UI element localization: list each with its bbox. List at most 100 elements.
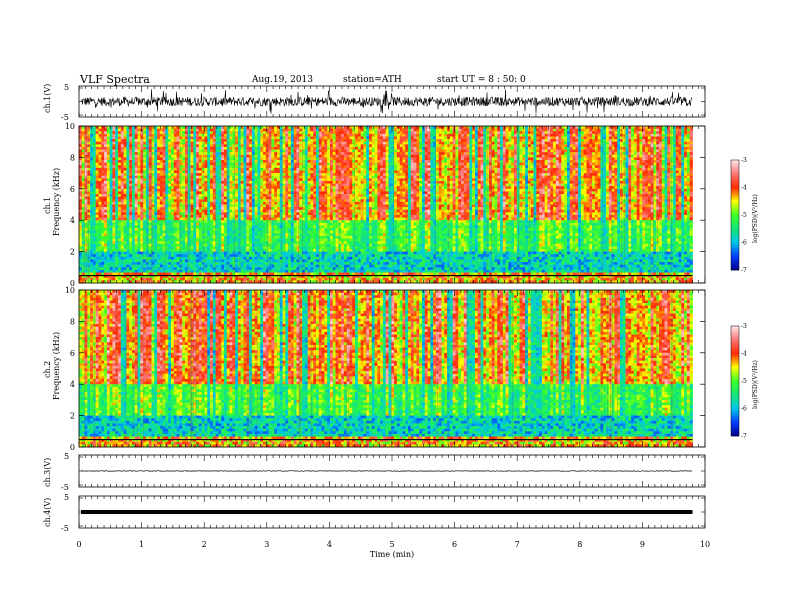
spectrogram-cell (84, 220, 88, 224)
spectrogram-cell (184, 131, 189, 135)
spectrogram-cell (290, 209, 295, 213)
spectrogram-cell (84, 191, 88, 195)
spectrogram-cell (143, 233, 147, 237)
spectrogram-cell (212, 272, 217, 276)
spectrogram-cell (95, 275, 99, 279)
spectrogram-cell (302, 191, 306, 195)
spectrogram-cell (299, 170, 303, 174)
spectrogram-cell (126, 233, 130, 237)
spectrogram-cell (240, 201, 244, 205)
spectrogram-cell (112, 264, 116, 268)
spectrogram-cell (307, 139, 311, 143)
spectrogram-cell (151, 128, 155, 132)
spectrogram-cell (109, 251, 113, 255)
spectrogram-cell (176, 165, 180, 169)
spectrogram-cell (140, 126, 144, 130)
spectrogram-cell (162, 209, 166, 213)
spectrogram-cell (126, 162, 130, 166)
spectrogram-cell (137, 154, 141, 158)
spectrogram-cell (282, 220, 286, 224)
spectrogram-cell (162, 152, 166, 156)
spectrogram-cell (123, 162, 127, 166)
spectrogram-cell (249, 272, 253, 276)
spectrogram-cell (81, 209, 85, 213)
spectrogram-cell (171, 183, 175, 187)
spectrogram-cell (212, 235, 217, 239)
spectrogram-cell (282, 217, 286, 221)
spectrogram-cell (302, 228, 306, 232)
spectrogram-cell (176, 194, 180, 198)
spectrogram-cell (140, 133, 144, 137)
spectrogram-cell (249, 225, 253, 229)
spectrogram-cell (193, 248, 197, 252)
spectrogram-cell (290, 186, 295, 190)
spectrogram-cell (95, 167, 99, 171)
spectrogram-cell (179, 126, 183, 130)
spectrogram-cell (179, 160, 183, 164)
spectrogram-cell (173, 180, 177, 184)
spectrogram-cell (98, 233, 102, 237)
spectrogram-cell (237, 254, 242, 258)
spectrogram-cell (293, 214, 297, 218)
spectrogram-cell (106, 173, 111, 177)
spectrogram-cell (288, 222, 292, 226)
spectrogram-cell (240, 241, 244, 245)
spectrogram-cell (171, 204, 175, 208)
spectrogram-cell (263, 251, 267, 255)
spectrogram-cell (288, 196, 292, 200)
spectrogram-cell (134, 280, 138, 284)
spectrogram-cell (207, 228, 211, 232)
spectrogram-cell (229, 248, 233, 252)
spectrogram-cell (210, 251, 214, 255)
spectrogram-cell (115, 254, 119, 258)
spectrogram-cell (235, 272, 239, 276)
spectrogram-cell (87, 246, 91, 250)
spectrogram-cell (215, 222, 219, 226)
spectrogram-cell (109, 136, 113, 140)
spectrogram-cell (179, 144, 183, 148)
spectrogram-cell (229, 154, 233, 158)
spectrogram-cell (120, 259, 125, 263)
spectrogram-cell (260, 126, 264, 130)
spectrogram-cell (118, 280, 122, 284)
spectrogram-cell (207, 238, 211, 242)
spectrogram-cell (288, 267, 292, 271)
spectrogram-cell (90, 162, 94, 166)
spectrogram-cell (263, 262, 267, 266)
spectrogram-cell (249, 267, 253, 271)
spectrogram-cell (285, 214, 289, 218)
spectrogram-cell (279, 243, 283, 247)
spectrogram-cell (293, 149, 297, 153)
spectrogram-cell (274, 225, 278, 229)
spectrogram-cell (307, 214, 311, 218)
spectrogram-cell (84, 173, 88, 177)
spectrogram-cell (137, 251, 141, 255)
spectrogram-cell (290, 152, 295, 156)
spectrogram-cell (229, 212, 233, 216)
spectrogram-cell (184, 152, 189, 156)
spectrogram-cell (229, 243, 233, 247)
spectrogram-cell (279, 136, 283, 140)
spectrogram-cell (168, 180, 172, 184)
spectrogram-cell (210, 170, 214, 174)
spectrogram-cell (81, 141, 85, 145)
spectrogram-cell (274, 173, 278, 177)
spectrogram-cell (276, 264, 281, 268)
spectrogram-cell (210, 167, 214, 171)
spectrogram-cell (162, 233, 166, 237)
spectrogram-cell (198, 183, 203, 187)
spectrogram-cell (92, 149, 97, 153)
spectrogram-cell (212, 180, 217, 184)
spectrogram-cell (218, 207, 222, 211)
spectrogram-cell (98, 183, 102, 187)
spectrogram-cell (257, 175, 261, 179)
spectrogram-cell (263, 170, 267, 174)
spectrogram-cell (134, 212, 138, 216)
spectrogram-cell (120, 167, 125, 171)
spectrogram-cell (190, 267, 194, 271)
spectrogram-cell (204, 235, 208, 239)
spectrogram-cell (184, 228, 189, 232)
spectrogram-cell (288, 173, 292, 177)
spectrogram-cell (87, 188, 91, 192)
spectrogram-cell (187, 238, 191, 242)
